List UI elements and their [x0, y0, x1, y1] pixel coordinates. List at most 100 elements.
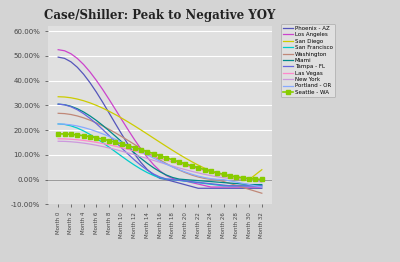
Los Angeles — [62, 49, 67, 52]
San Francisco — [253, 184, 258, 187]
Miami — [126, 146, 130, 149]
New York — [190, 170, 194, 173]
San Francisco — [215, 183, 220, 187]
New York — [94, 144, 99, 147]
Washington — [234, 184, 239, 187]
Phoenix - AZ — [56, 56, 60, 59]
Tampa - FL — [228, 184, 232, 187]
Seattle - WA — [196, 166, 200, 169]
San Francisco — [208, 183, 213, 186]
New York — [113, 148, 118, 151]
Los Angeles — [75, 57, 80, 60]
Portland - OR — [164, 163, 169, 166]
Seattle - WA — [100, 138, 105, 141]
San Francisco — [81, 129, 86, 133]
San Francisco — [151, 174, 156, 177]
Line: San Diego: San Diego — [58, 97, 262, 180]
Tampa - FL — [94, 122, 99, 125]
Tampa - FL — [113, 140, 118, 144]
Miami — [158, 170, 162, 173]
Phoenix - AZ — [81, 73, 86, 76]
San Francisco — [75, 127, 80, 130]
Portland - OR — [215, 178, 220, 181]
New York — [138, 155, 143, 158]
San Diego — [234, 177, 239, 180]
Los Angeles — [253, 185, 258, 189]
New York — [215, 175, 220, 178]
Line: Las Vegas: Las Vegas — [58, 139, 262, 179]
Phoenix - AZ — [196, 187, 200, 190]
Washington — [62, 112, 67, 115]
Phoenix - AZ — [62, 57, 67, 60]
Portland - OR — [183, 171, 188, 174]
Washington — [132, 143, 137, 146]
San Francisco — [62, 123, 67, 126]
Las Vegas — [170, 160, 175, 163]
Phoenix - AZ — [113, 122, 118, 125]
Las Vegas — [260, 178, 264, 181]
Portland - OR — [177, 168, 182, 171]
Miami — [208, 180, 213, 183]
Phoenix - AZ — [234, 187, 239, 190]
San Diego — [107, 110, 112, 113]
Phoenix - AZ — [215, 187, 220, 190]
Washington — [196, 175, 200, 178]
San Francisco — [234, 184, 239, 187]
New York — [68, 140, 73, 143]
Miami — [247, 183, 252, 186]
Las Vegas — [234, 176, 239, 179]
Seattle - WA — [88, 135, 92, 138]
Washington — [68, 113, 73, 116]
New York — [183, 168, 188, 171]
Phoenix - AZ — [126, 143, 130, 146]
San Diego — [68, 96, 73, 99]
Tampa - FL — [183, 179, 188, 183]
Tampa - FL — [68, 105, 73, 108]
Miami — [177, 177, 182, 181]
San Diego — [240, 178, 245, 181]
New York — [100, 145, 105, 148]
Seattle - WA — [145, 150, 150, 153]
Washington — [247, 188, 252, 191]
Washington — [88, 119, 92, 122]
Phoenix - AZ — [120, 133, 124, 136]
Tampa - FL — [158, 176, 162, 179]
Portland - OR — [138, 150, 143, 153]
Los Angeles — [120, 118, 124, 121]
Los Angeles — [88, 70, 92, 74]
Phoenix - AZ — [132, 152, 137, 156]
Portland - OR — [190, 173, 194, 176]
Seattle - WA — [94, 136, 99, 139]
San Francisco — [164, 178, 169, 181]
San Francisco — [120, 155, 124, 158]
Tampa - FL — [126, 153, 130, 156]
Tampa - FL — [56, 102, 60, 106]
Seattle - WA — [56, 132, 60, 135]
Las Vegas — [126, 148, 130, 151]
Washington — [202, 177, 207, 180]
Las Vegas — [88, 140, 92, 143]
Seattle - WA — [240, 176, 245, 179]
Los Angeles — [208, 185, 213, 189]
Portland - OR — [68, 123, 73, 127]
Las Vegas — [183, 164, 188, 167]
Washington — [75, 114, 80, 118]
New York — [196, 171, 200, 174]
Miami — [234, 182, 239, 185]
New York — [177, 166, 182, 170]
San Diego — [75, 97, 80, 101]
San Francisco — [138, 167, 143, 171]
Washington — [260, 192, 264, 195]
Portland - OR — [94, 130, 99, 133]
Miami — [62, 103, 67, 106]
New York — [107, 146, 112, 150]
Line: Los Angeles: Los Angeles — [58, 50, 262, 187]
Los Angeles — [215, 185, 220, 189]
Los Angeles — [234, 185, 239, 189]
New York — [253, 179, 258, 182]
Las Vegas — [215, 172, 220, 175]
Tampa - FL — [190, 180, 194, 183]
Portland - OR — [145, 154, 150, 157]
Miami — [113, 135, 118, 138]
Portland - OR — [196, 174, 200, 178]
